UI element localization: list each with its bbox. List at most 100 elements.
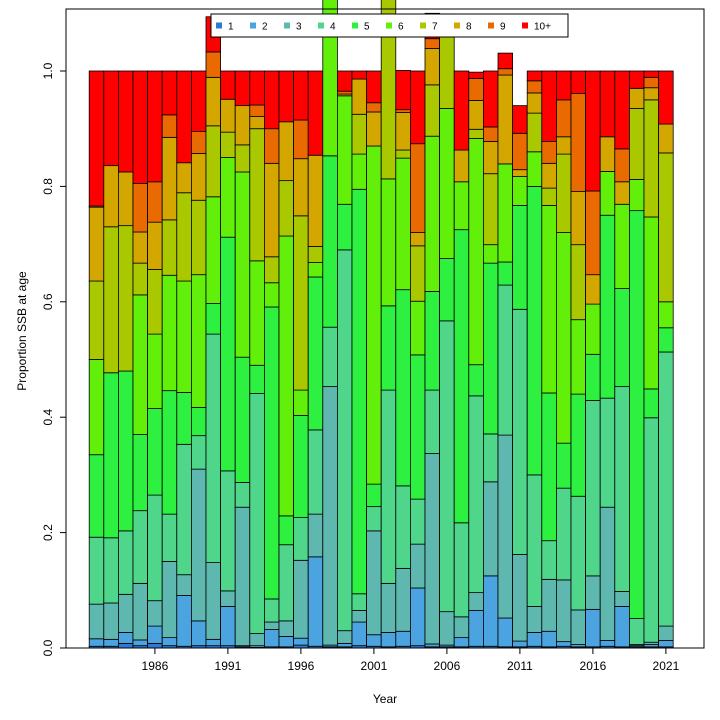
- bar-segment-1990-age-5: [205, 303, 222, 335]
- bar-segment-1990-age-6: [205, 196, 222, 304]
- bar-segment-2008-age-2: [468, 610, 484, 647]
- bar-segment-1994-age-2: [263, 629, 280, 648]
- bar-segment-1987-age-9: [161, 114, 178, 138]
- bar-segment-2005-age-9: [424, 38, 441, 49]
- bar-segment-2018-age-2: [614, 606, 630, 648]
- bar-segment-1988-age-4: [176, 443, 192, 576]
- bar-segment-2016-age-3: [585, 575, 601, 610]
- bar-segment-2011-age-6: [512, 176, 528, 206]
- bar-segment-1999-age-9: [336, 90, 353, 95]
- bar-segment-2018-age-5: [614, 288, 630, 388]
- x-tick-label: 1996: [288, 659, 315, 673]
- legend-swatch-age-9: [488, 22, 494, 29]
- bar-segment-1989-age-10plus: [190, 70, 207, 132]
- bar-segment-2013-age-6: [541, 205, 557, 394]
- bar-segment-2017-age-3: [599, 506, 616, 641]
- bar-segment-2004-age-3: [409, 543, 426, 589]
- bar-segment-2019-age-7: [629, 108, 645, 180]
- bar-segment-2010-age-6: [497, 163, 514, 263]
- bar-segment-2021-age-4: [658, 351, 674, 627]
- bar-segment-2003-age-2: [395, 630, 411, 647]
- bar-segment-1987-age-3: [161, 561, 178, 639]
- bar-segment-2020-age-8: [643, 87, 660, 101]
- bar-segment-2003-age-3: [395, 567, 411, 632]
- legend-swatch-age-1: [216, 22, 222, 29]
- bar-segment-2018-age-6: [614, 203, 630, 289]
- bar-segment-1999-age-2: [336, 642, 353, 648]
- y-tick-label: 0.8: [41, 178, 55, 195]
- bar-segment-2001-age-2: [366, 634, 382, 647]
- bar-segment-2008-age-4: [468, 395, 484, 594]
- bar-segment-2013-age-4: [541, 540, 557, 580]
- x-tick-label: 1991: [215, 659, 242, 673]
- bar-segment-2013-age-7: [541, 187, 557, 206]
- bar-segment-1996-age-10plus: [293, 70, 309, 121]
- bar-segment-2002-age-6: [380, 178, 397, 307]
- bar-segment-1982-age-4: [88, 536, 105, 605]
- bar-segment-2011-age-9: [512, 132, 528, 171]
- bar-segment-2019-age-5: [629, 210, 645, 619]
- bar-segment-1991-age-2: [220, 606, 236, 647]
- bar-segment-1983-age-10plus: [103, 70, 119, 167]
- legend-swatch-age-5: [352, 22, 358, 29]
- bar-segment-2000-age-7: [351, 113, 368, 155]
- bar-segment-2008-age-3: [468, 592, 484, 611]
- bar-segment-1997-age-4: [307, 429, 324, 515]
- bar-segment-1985-age-4: [132, 510, 149, 584]
- bar-segment-2005-age-3: [424, 453, 441, 645]
- bar-segment-1991-age-7: [220, 131, 236, 158]
- bar-segment-1994-age-9: [263, 128, 280, 164]
- legend-label-age-10plus: 10+: [534, 22, 551, 33]
- legend: 1 2 3 4 5 6 7 8 9 10+: [210, 13, 569, 38]
- bar-segment-1997-age-7: [307, 246, 324, 263]
- bar-segment-2001-age-5: [366, 483, 382, 508]
- bar-segment-2010-age-8: [497, 74, 514, 165]
- bar-segment-2006-age-6: [439, 108, 455, 259]
- bar-segment-1987-age-4: [161, 513, 178, 562]
- bar-segment-2007-age-6: [453, 181, 470, 231]
- bar-segment-2000-age-4: [351, 593, 368, 611]
- bar-segment-2012-age-6: [526, 151, 543, 187]
- bar-segment-1999-age-10plus: [336, 70, 353, 92]
- bar-segment-1985-age-2: [132, 639, 149, 647]
- bar-segment-2004-age-6: [409, 300, 426, 356]
- bar-segment-1998-age-3: [322, 386, 338, 646]
- bar-segment-2016-age-10plus: [585, 70, 601, 192]
- bar-segment-2016-age-8: [585, 274, 601, 305]
- bar-segment-2008-age-5: [468, 364, 484, 397]
- bar-segment-2006-age-4: [439, 320, 455, 613]
- bar-segment-2004-age-8: [409, 232, 426, 247]
- bar-segment-2018-age-3: [614, 591, 630, 607]
- y-tick-label: 0.2: [41, 524, 55, 541]
- bar-segment-2012-age-5: [526, 185, 543, 476]
- x-tick-label: 2011: [507, 659, 533, 673]
- bar-segment-2016-age-2: [585, 608, 601, 648]
- bar-segment-2017-age-8: [599, 136, 616, 172]
- bar-segment-1992-age-8: [234, 105, 251, 146]
- bar-segment-2021-age-10plus: [658, 70, 674, 125]
- bar-segment-2014-age-3: [556, 579, 572, 643]
- bar-segment-1999-age-6: [336, 95, 353, 205]
- bar-segment-1991-age-5: [220, 236, 236, 472]
- bar-segment-2019-age-10plus: [629, 70, 645, 89]
- bar-segment-2014-age-7: [556, 153, 572, 233]
- bar-segment-1994-age-8: [263, 162, 280, 258]
- bar-segment-2005-age-2: [424, 643, 441, 648]
- bar-segment-1997-age-6: [307, 262, 324, 278]
- bar-segment-2004-age-2: [409, 587, 426, 647]
- bar-segment-2015-age-6: [570, 319, 587, 395]
- bar-segment-2000-age-3: [351, 610, 368, 623]
- bar-segment-1985-age-9: [132, 183, 149, 233]
- bar-segment-2017-age-5: [599, 214, 616, 399]
- y-axis-title: Proportion SSB at age: [15, 271, 29, 391]
- bar-segment-2009-age-9: [482, 126, 499, 142]
- bar-segment-1984-age-3: [118, 593, 134, 633]
- legend-label-age-5: 5: [364, 22, 370, 33]
- bar-segment-1990-age-9: [205, 51, 222, 78]
- legend-label-age-4: 4: [330, 22, 336, 33]
- bar-segment-2020-age-9: [643, 76, 660, 89]
- bar-segment-1982-age-2: [88, 638, 105, 647]
- bar-segment-2002-age-2: [380, 632, 397, 648]
- bar-segment-2008-age-7: [468, 128, 484, 139]
